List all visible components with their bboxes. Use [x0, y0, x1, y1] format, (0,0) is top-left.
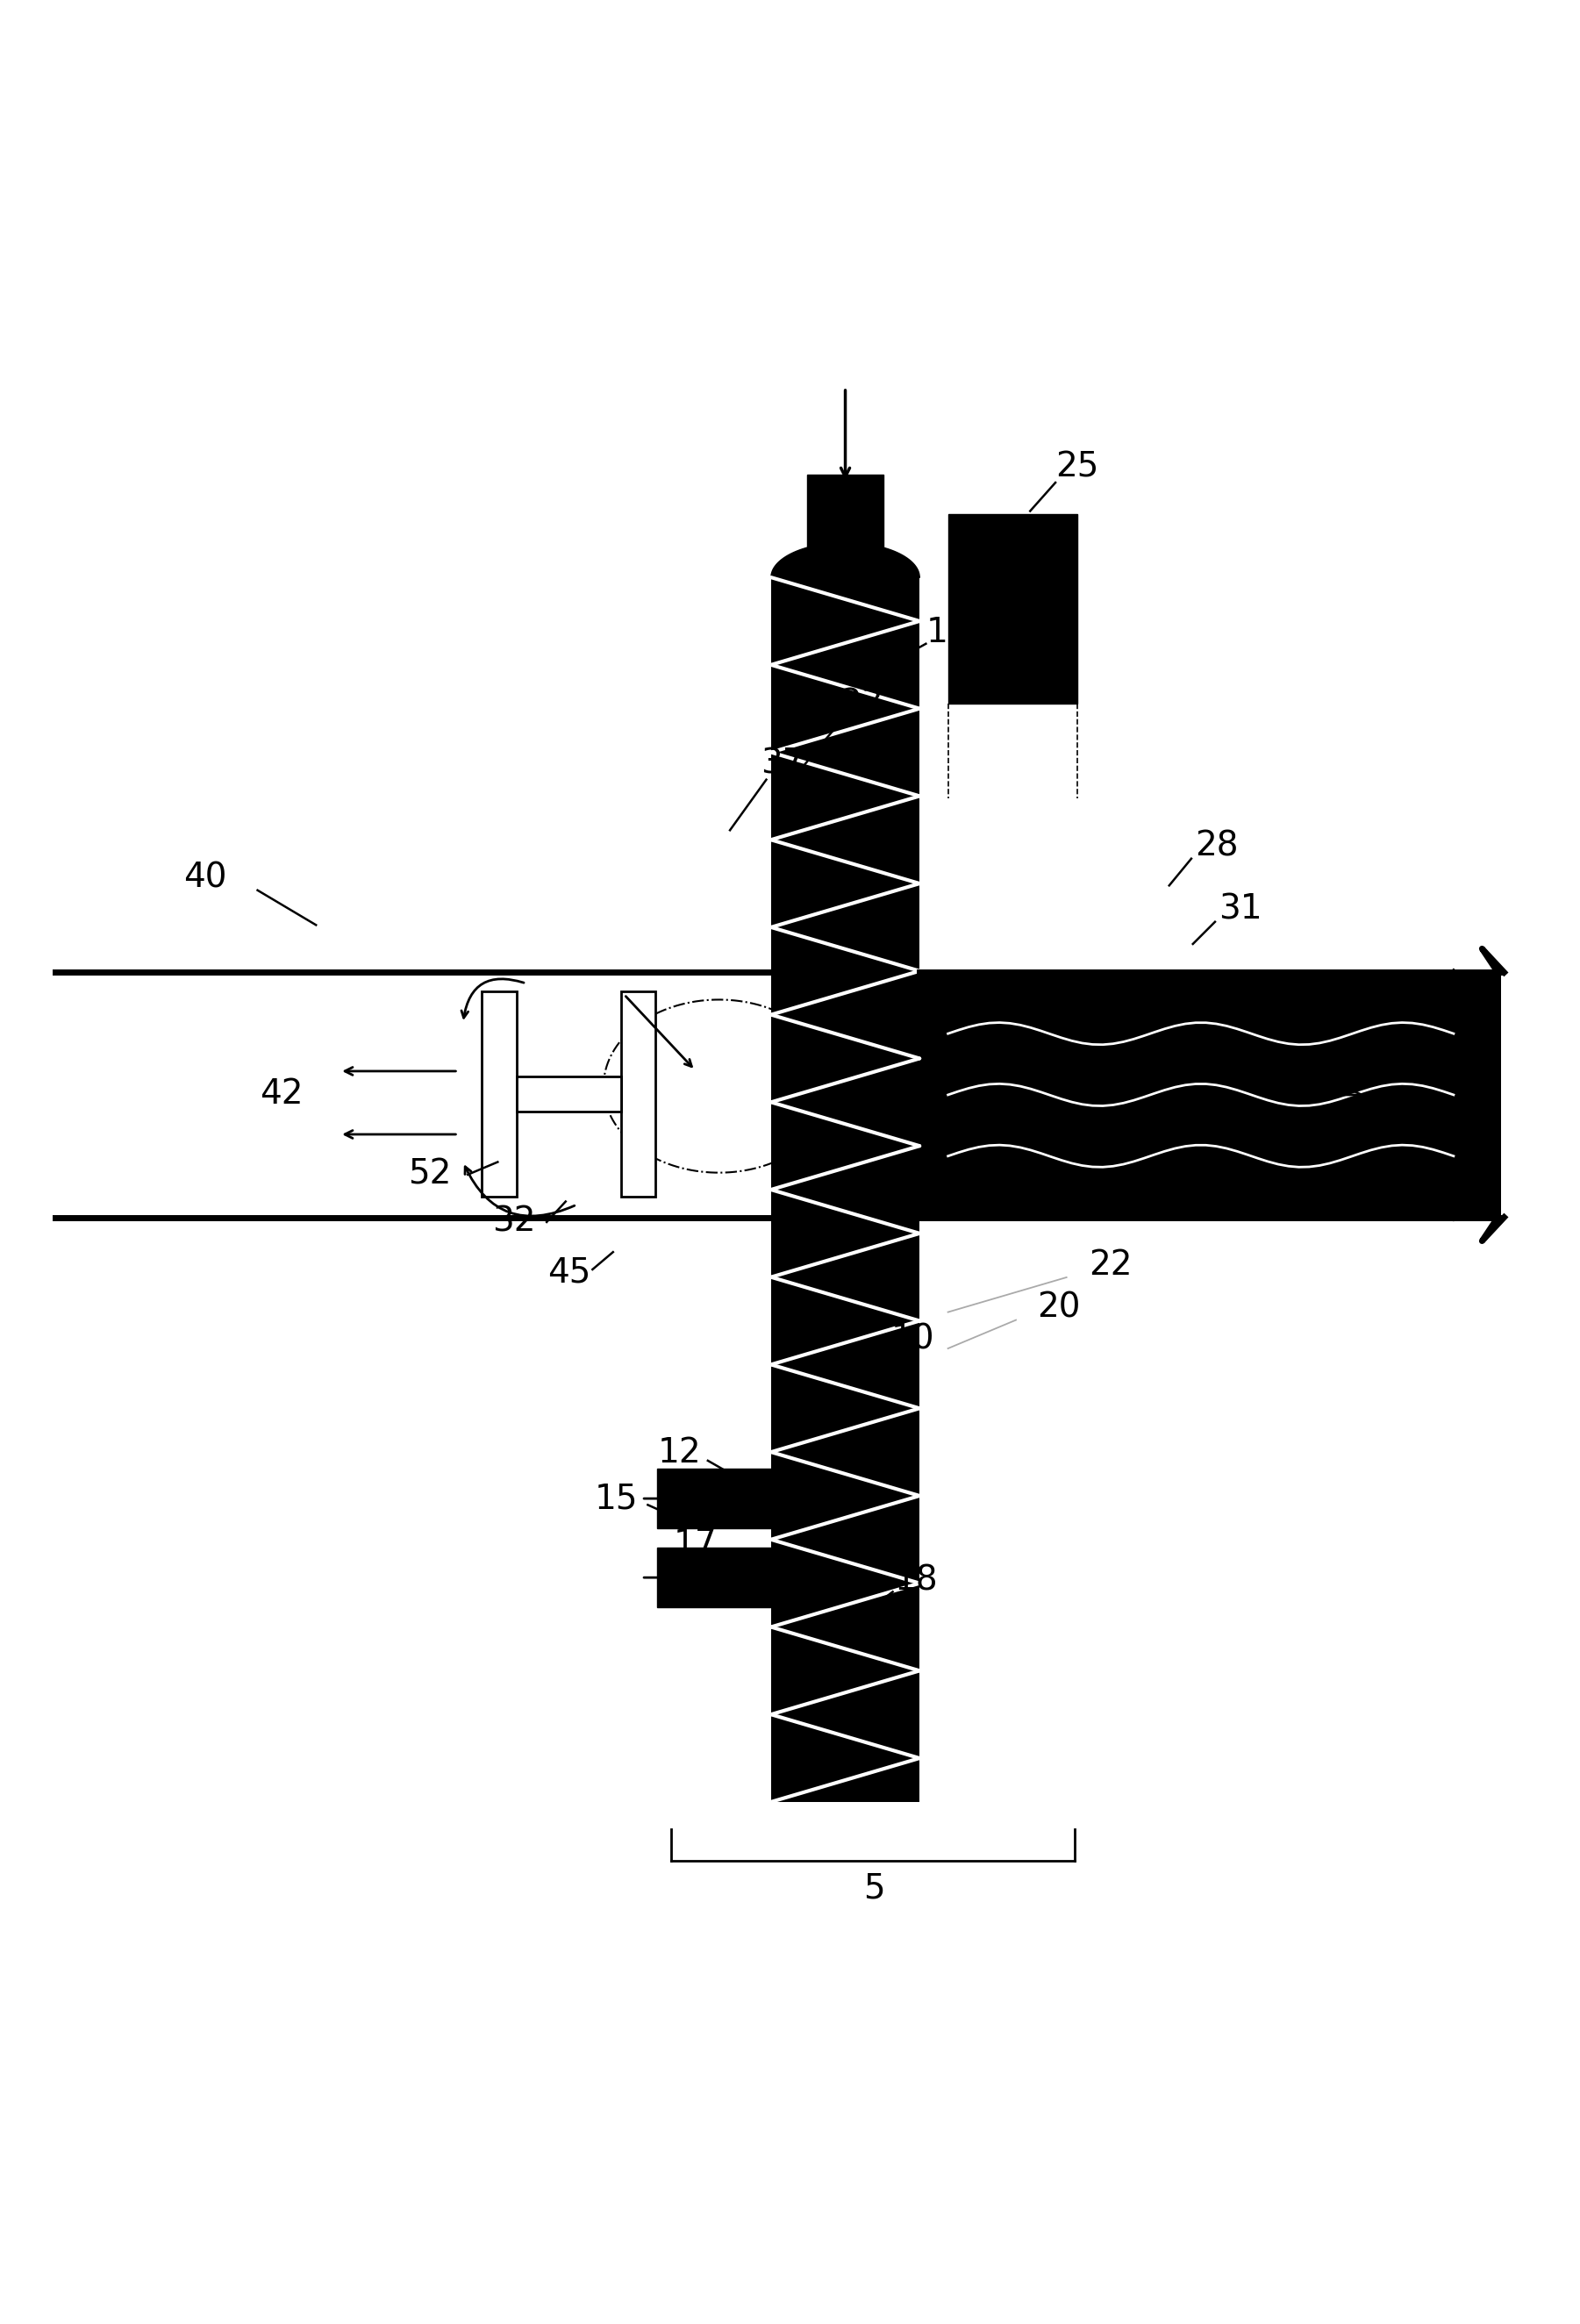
Bar: [517, 1076, 621, 1111]
Bar: [807, 474, 883, 576]
Text: 22: 22: [1089, 1248, 1133, 1281]
Text: 32: 32: [491, 1206, 536, 1239]
Text: 20: 20: [1036, 1290, 1081, 1325]
Text: 18: 18: [894, 1564, 939, 1597]
Text: 19: 19: [926, 616, 970, 648]
Polygon shape: [771, 541, 920, 576]
Text: 37: 37: [760, 746, 804, 781]
Text: 17: 17: [673, 1527, 717, 1562]
Text: 52: 52: [408, 1157, 452, 1192]
Text: 40: 40: [183, 860, 228, 895]
Text: 12: 12: [657, 1436, 702, 1469]
Bar: [771, 576, 920, 1801]
Text: 25: 25: [1055, 451, 1100, 483]
Text: 15: 15: [594, 1483, 638, 1515]
Bar: [482, 992, 517, 1197]
Text: 31: 31: [1218, 892, 1262, 925]
Text: 5: 5: [863, 1873, 885, 1906]
Bar: [657, 1548, 771, 1608]
Text: 42: 42: [259, 1078, 303, 1111]
Bar: [55, 971, 771, 1218]
Bar: [920, 971, 1501, 1218]
Text: 10: 10: [891, 1322, 935, 1355]
Bar: [948, 514, 1078, 704]
Text: 28: 28: [1194, 830, 1239, 862]
Text: 45: 45: [547, 1255, 591, 1290]
Bar: [621, 992, 656, 1197]
Bar: [657, 1469, 771, 1529]
Text: 23: 23: [839, 688, 883, 720]
